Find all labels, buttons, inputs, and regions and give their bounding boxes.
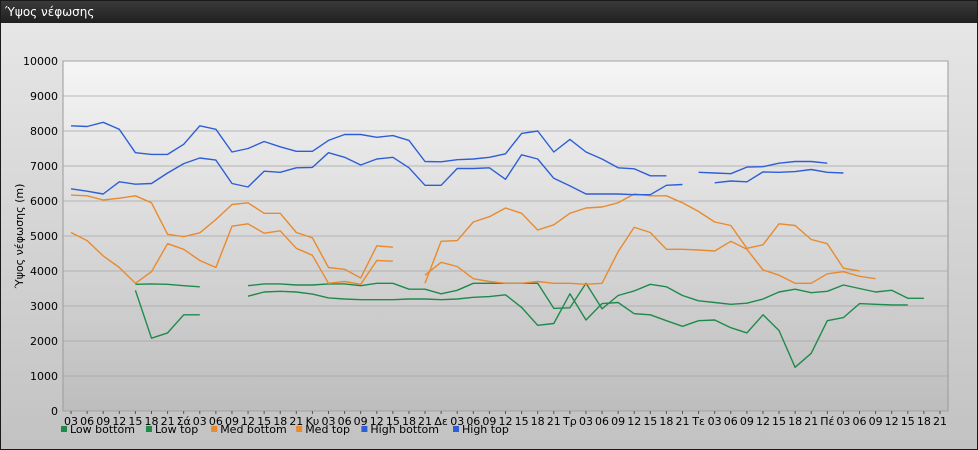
series-line-low-bottom: [134, 290, 908, 368]
grid: [63, 60, 948, 412]
x-tick-label: 21: [418, 415, 432, 428]
x-tick-label: 09: [96, 415, 110, 428]
x-tick-label: Δε: [434, 415, 448, 428]
legend-swatch-high-bottom: [361, 426, 368, 432]
legend-swatch-med-top: [296, 426, 303, 432]
y-axis: 0 1000 2000 3000 4000 5000 6000 7000 8000 9000 100…: [23, 55, 58, 418]
legend-swatch-low-bottom: [61, 426, 67, 432]
y-tick-label: 2000: [30, 335, 58, 348]
x-tick-label: 12: [241, 415, 255, 428]
x-tick-label: 06: [466, 415, 480, 428]
x-tick-label: 09: [354, 415, 368, 428]
legend-label-low-top: Low top: [155, 423, 198, 436]
legend-swatch-low-top: [146, 426, 152, 432]
y-tick-label: 4000: [30, 265, 58, 278]
window-title: Ύψος νέφωσης: [1, 1, 977, 23]
x-tick-label: 06: [595, 415, 609, 428]
x-tick-label: 03: [322, 415, 336, 428]
x-tick-label: 09: [869, 415, 883, 428]
x-tick-label: 12: [627, 415, 641, 428]
x-tick-label: 12: [499, 415, 513, 428]
x-tick-label: 03: [193, 415, 207, 428]
x-tick-label: 21: [547, 415, 561, 428]
x-tick-label: 06: [338, 415, 352, 428]
x-tick-label: 18: [402, 415, 416, 428]
y-tick-label: 5000: [30, 230, 58, 243]
y-tick-label: 0: [51, 405, 58, 418]
x-tick-label: 21: [161, 415, 175, 428]
x-tick-label: 15: [128, 415, 142, 428]
y-tick-label: 8000: [30, 125, 58, 138]
x-tick-label: 06: [853, 415, 867, 428]
y-tick-label: 7000: [30, 160, 58, 173]
legend-label-med-top: Med top: [305, 423, 350, 436]
x-tick-label: 06: [209, 415, 223, 428]
series-line-high-bottom: [70, 152, 844, 196]
series-line-high-top: [70, 121, 828, 177]
x-tick-label: 12: [885, 415, 899, 428]
series-group: [70, 121, 924, 368]
x-tick-label: 15: [772, 415, 786, 428]
x-tick-label: Σά: [177, 415, 191, 428]
x-tick-label: 06: [80, 415, 94, 428]
x-tick-label: Τε: [691, 415, 705, 428]
cloud-height-chart: 0 1000 2000 3000 4000 5000 6000 7000 8000 9000 100…: [13, 55, 949, 436]
x-tick-label: Τρ: [562, 415, 577, 428]
series-line-low-top: [135, 282, 924, 310]
x-tick-label: 21: [933, 415, 947, 428]
y-tick-label: 10000: [23, 55, 58, 68]
legend-label-high-bottom: High bottom: [370, 423, 439, 436]
series-line-med-bottom: [70, 223, 876, 285]
x-tick-label: 12: [112, 415, 126, 428]
y-tick-label: 9000: [30, 90, 58, 103]
x-tick-label: 03: [836, 415, 850, 428]
x-tick-label: 09: [740, 415, 754, 428]
x-tick-label: 18: [145, 415, 159, 428]
x-axis: 03 06 09 12 15 18 21 Σά 03 06 09 12 15 18 21 Κυ 03 06 09 12…: [64, 411, 947, 428]
x-tick-label: 18: [273, 415, 287, 428]
x-tick-label: 18: [659, 415, 673, 428]
x-tick-label: 06: [724, 415, 738, 428]
x-tick-label: 21: [676, 415, 690, 428]
x-tick-label: 18: [531, 415, 545, 428]
y-axis-label: Ύψος νέφωσης (m): [13, 184, 26, 290]
x-tick-label: 09: [611, 415, 625, 428]
y-tick-label: 6000: [30, 195, 58, 208]
x-tick-label: 15: [386, 415, 400, 428]
legend-swatch-med-bottom: [211, 426, 218, 432]
legend-label-low-bottom: Low bottom: [70, 423, 135, 436]
x-tick-label: 18: [788, 415, 802, 428]
x-tick-label: 03: [579, 415, 593, 428]
legend-label-high-top: High top: [462, 423, 509, 436]
x-tick-label: 12: [756, 415, 770, 428]
x-tick-label: 15: [901, 415, 915, 428]
y-tick-label: 1000: [30, 370, 58, 383]
x-tick-label: 03: [450, 415, 464, 428]
x-tick-label: 03: [708, 415, 722, 428]
x-tick-label: 21: [804, 415, 818, 428]
x-tick-label: 09: [225, 415, 239, 428]
x-tick-label: 12: [370, 415, 384, 428]
x-tick-label: Κυ: [306, 415, 320, 428]
x-tick-label: 18: [917, 415, 931, 428]
x-tick-label: 15: [515, 415, 529, 428]
x-tick-label: Πέ: [820, 415, 834, 428]
legend-swatch-high-top: [453, 426, 459, 432]
x-tick-label: 03: [64, 415, 78, 428]
legend: Low bottom Low top Med bottom Med top High b…: [61, 423, 509, 436]
x-tick-label: 15: [257, 415, 271, 428]
legend-label-med-bottom: Med bottom: [220, 423, 287, 436]
x-tick-label: 21: [289, 415, 303, 428]
y-tick-label: 3000: [30, 300, 58, 313]
x-tick-label: 15: [643, 415, 657, 428]
x-tick-label: 09: [482, 415, 496, 428]
